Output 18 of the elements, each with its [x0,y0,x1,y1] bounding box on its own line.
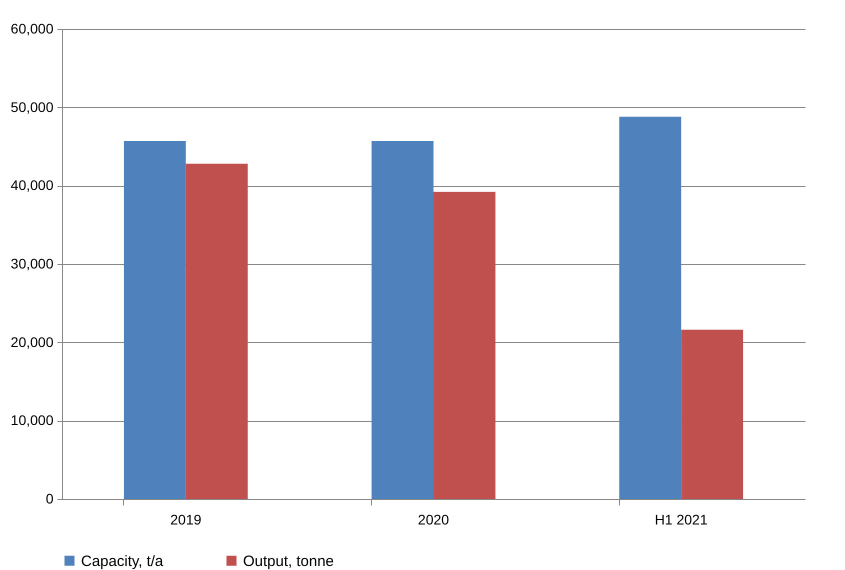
bar [434,192,496,499]
y-tick-label: 50,000 [10,98,54,115]
bar [124,141,186,499]
x-tick-label: 2019 [170,512,202,528]
x-tick-label: H1 2021 [654,512,708,528]
bar [619,116,682,499]
x-tick-label: 2020 [418,512,450,528]
y-tick-label: 60,000 [10,20,54,36]
bar [681,330,744,499]
y-tick-label: 0 [46,490,54,506]
bar [186,164,248,499]
bar [372,141,434,499]
y-tick-label: 30,000 [10,256,54,272]
legend-label: Capacity, t/a [81,552,164,570]
y-tick-label: 40,000 [10,177,54,194]
y-tick-label: 10,000 [10,412,54,428]
legend-label: Output, tonne [243,552,334,570]
y-tick-label: 20,000 [10,334,54,350]
